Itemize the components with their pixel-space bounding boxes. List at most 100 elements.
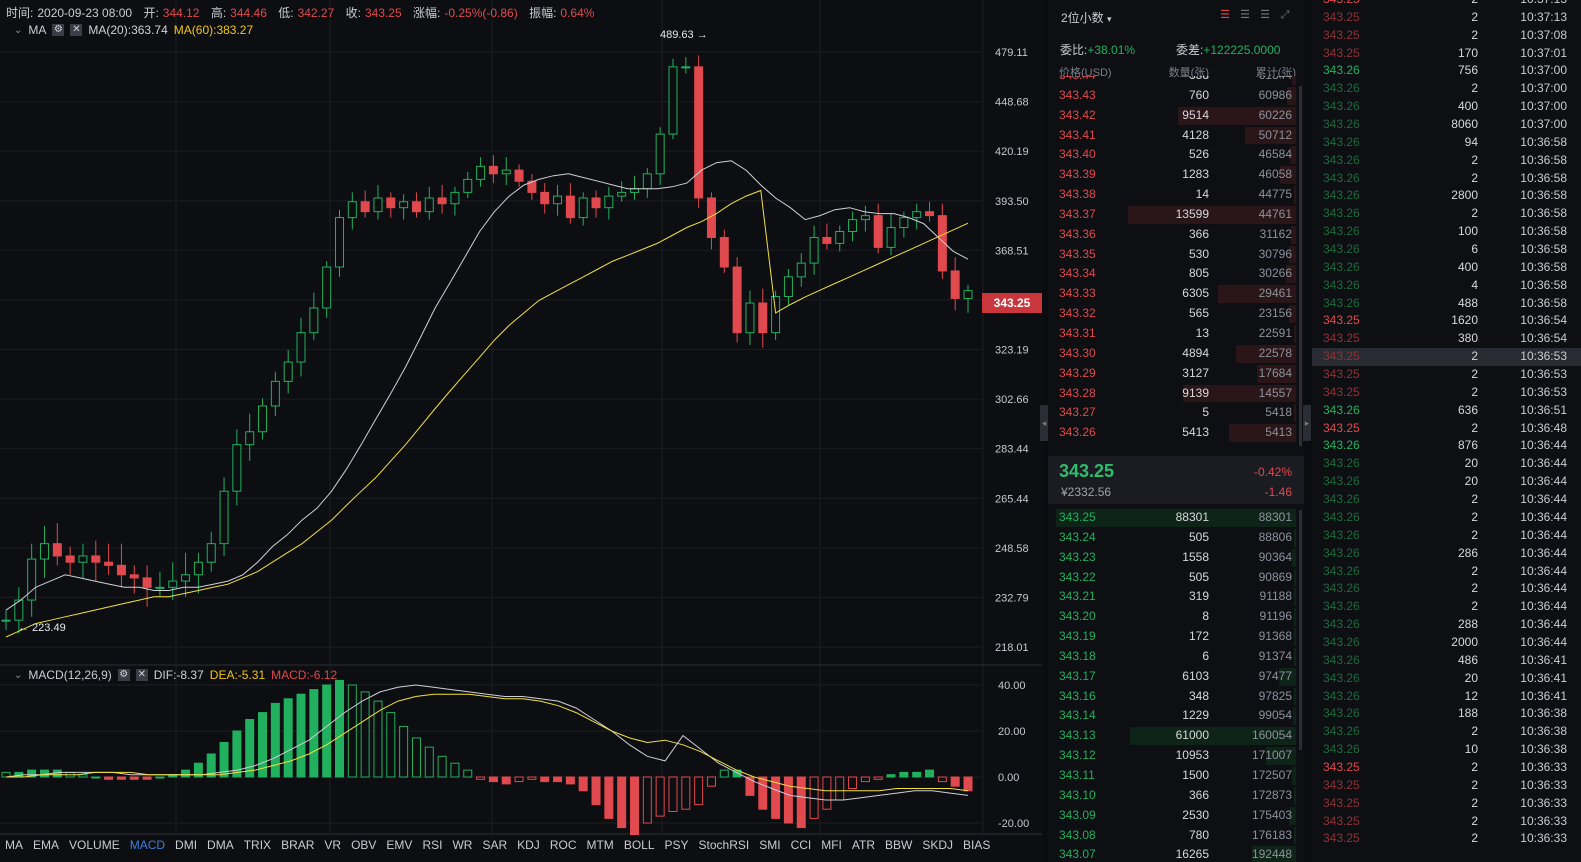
indicator-tab-sar[interactable]: SAR	[482, 838, 508, 852]
ask-row[interactable]: 343.44 358 61344	[1048, 76, 1304, 86]
ask-row[interactable]: 343.34 805 30266	[1048, 264, 1304, 284]
trade-row: 343.26 756 10:37:00	[1312, 62, 1581, 80]
bid-row[interactable]: 343.08 780 176183	[1048, 826, 1304, 846]
ask-row[interactable]: 343.35 530 30796	[1048, 245, 1304, 265]
macd-axis-label: -20.00	[998, 818, 1029, 830]
bid-row[interactable]: 343.24 505 88806	[1048, 528, 1304, 548]
bid-row[interactable]: 343.25 88301 88301	[1048, 508, 1304, 528]
indicator-tab-bbw[interactable]: BBW	[885, 838, 913, 852]
ask-row[interactable]: 343.30 4894 22578	[1048, 344, 1304, 364]
indicator-tab-macd[interactable]: MACD	[129, 838, 166, 852]
precision-select[interactable]: 2位小数 ▾	[1061, 9, 1112, 26]
indicator-tab-rsi[interactable]: RSI	[422, 838, 443, 852]
bid-row[interactable]: 343.20 8 91196	[1048, 607, 1304, 627]
bid-scrollbar[interactable]	[1299, 510, 1302, 750]
depth-bar	[1056, 509, 1296, 527]
ask-row[interactable]: 343.32 565 23156	[1048, 304, 1304, 324]
bid-price: 343.24	[1059, 529, 1096, 544]
candle-body	[501, 169, 511, 175]
ask-scrollbar[interactable]	[1299, 86, 1302, 446]
bid-row[interactable]: 343.16 348 97825	[1048, 687, 1304, 707]
collapse-ma-icon[interactable]: ⌄	[14, 24, 23, 36]
indicator-tab-bias[interactable]: BIAS	[963, 838, 991, 852]
ask-row[interactable]: 343.26 5413 5413	[1048, 423, 1304, 443]
indicator-tab-smi[interactable]: SMI	[759, 838, 781, 852]
indicator-tab-psy[interactable]: PSY	[664, 838, 689, 852]
collapse-macd-icon[interactable]: ⌄	[14, 669, 23, 681]
indicator-tab-obv[interactable]: OBV	[351, 838, 377, 852]
expand-icon[interactable]: ⤢	[1280, 9, 1290, 21]
both-sides-view-icon[interactable]: ☰	[1220, 9, 1230, 21]
ask-row[interactable]: 343.43 760 60986	[1048, 86, 1304, 106]
indicator-tab-trix[interactable]: TRIX	[243, 838, 272, 852]
ask-row[interactable]: 343.31 13 22591	[1048, 324, 1304, 344]
chart-canvas[interactable]: 479.11 448.68 420.19 393.50 368.51 343.25 323.…	[0, 0, 1042, 862]
bid-row[interactable]: 343.22 505 90869	[1048, 568, 1304, 588]
bid-row[interactable]: 343.17 6103 97477	[1048, 667, 1304, 687]
trade-row: 343.25 2 10:36:33	[1312, 777, 1581, 795]
indicator-tab-vr[interactable]: VR	[324, 838, 342, 852]
ask-cum: 17684	[1258, 365, 1292, 380]
indicator-tab-dmi[interactable]: DMI	[175, 838, 198, 852]
ask-row[interactable]: 343.42 9514 60226	[1048, 106, 1304, 126]
ma-close-icon[interactable]: ✕	[70, 24, 83, 36]
trade-price: 343.25	[1323, 45, 1360, 60]
macd-close-icon[interactable]: ✕	[135, 669, 148, 681]
indicator-tab-boll[interactable]: BOLL	[623, 838, 655, 852]
ask-row[interactable]: 343.38 14 44775	[1048, 185, 1304, 205]
indicator-tab-roc[interactable]: ROC	[549, 838, 577, 852]
collapse-right-handle[interactable]: ▸	[1303, 405, 1311, 441]
indicator-tab-mfi[interactable]: MFI	[821, 838, 842, 852]
indicator-tab-wr[interactable]: WR	[452, 838, 473, 852]
indicator-tab-kdj[interactable]: KDJ	[517, 838, 540, 852]
bids-only-view-icon[interactable]: ☰	[1240, 9, 1250, 21]
bid-row[interactable]: 343.12 10953 171007	[1048, 746, 1304, 766]
indicator-tab-atr[interactable]: ATR	[851, 838, 876, 852]
bid-row[interactable]: 343.14 1229 99054	[1048, 706, 1304, 726]
bid-row[interactable]: 343.23 1558 90364	[1048, 548, 1304, 568]
trade-price: 343.26	[1323, 474, 1360, 489]
bid-row[interactable]: 343.11 1500 172507	[1048, 766, 1304, 786]
trade-qty: 2	[1471, 384, 1478, 399]
indicator-tab-dma[interactable]: DMA	[207, 838, 234, 852]
indicator-tab-volume[interactable]: VOLUME	[69, 838, 120, 852]
bid-row[interactable]: 343.07 16265 192448	[1048, 845, 1304, 862]
ask-row[interactable]: 343.40 526 46584	[1048, 145, 1304, 165]
ask-row[interactable]: 343.37 13599 44761	[1048, 205, 1304, 225]
bid-row[interactable]: 343.09 2530 175403	[1048, 806, 1304, 826]
bid-row[interactable]: 343.18 6 91374	[1048, 647, 1304, 667]
indicator-tab-ema[interactable]: EMA	[33, 838, 60, 852]
indicator-tab-skdj[interactable]: SKDJ	[922, 838, 954, 852]
indicator-tab-stochrsi[interactable]: StochRSI	[698, 838, 750, 852]
indicator-tab-cci[interactable]: CCI	[790, 838, 812, 852]
indicator-tab-ma[interactable]: MA	[5, 838, 23, 852]
ask-row[interactable]: 343.28 9139 14557	[1048, 384, 1304, 404]
bid-price: 343.16	[1059, 688, 1096, 703]
indicator-tab-emv[interactable]: EMV	[386, 838, 413, 852]
ma-name: MA	[28, 23, 47, 37]
trade-price: 343.26	[1323, 688, 1360, 703]
ask-row[interactable]: 343.36 366 31162	[1048, 225, 1304, 245]
bid-row[interactable]: 343.21 319 91188	[1048, 587, 1304, 607]
bid-row[interactable]: 343.19 172 91368	[1048, 627, 1304, 647]
collapse-left-handle[interactable]: ◂	[1040, 405, 1048, 441]
ma-settings-icon[interactable]: ⚙	[52, 24, 65, 36]
ask-row[interactable]: 343.27 5 5418	[1048, 403, 1304, 423]
ask-row[interactable]: 343.39 1283 46058	[1048, 165, 1304, 185]
bid-row[interactable]: 343.10 366 172873	[1048, 786, 1304, 806]
bid-price: 343.23	[1059, 549, 1096, 564]
kline-chart[interactable]: 479.11 448.68 420.19 393.50 368.51 343.25 323.…	[0, 0, 1042, 862]
ask-row[interactable]: 343.41 4128 50712	[1048, 126, 1304, 146]
ask-row[interactable]: 343.29 3127 17684	[1048, 364, 1304, 384]
depth-bar	[1183, 384, 1296, 403]
trade-time: 10:37:08	[1520, 27, 1567, 42]
macd-histogram-bar	[604, 776, 614, 819]
ask-row[interactable]: 343.33 6305 29461	[1048, 284, 1304, 304]
candle-body	[630, 188, 640, 193]
bid-price: 343.20	[1059, 609, 1096, 624]
indicator-tab-mtm[interactable]: MTM	[586, 838, 614, 852]
asks-only-view-icon[interactable]: ☰	[1260, 9, 1270, 21]
bid-row[interactable]: 343.13 61000 160054	[1048, 726, 1304, 746]
macd-settings-icon[interactable]: ⚙	[117, 669, 130, 681]
indicator-tab-brar[interactable]: BRAR	[281, 838, 315, 852]
